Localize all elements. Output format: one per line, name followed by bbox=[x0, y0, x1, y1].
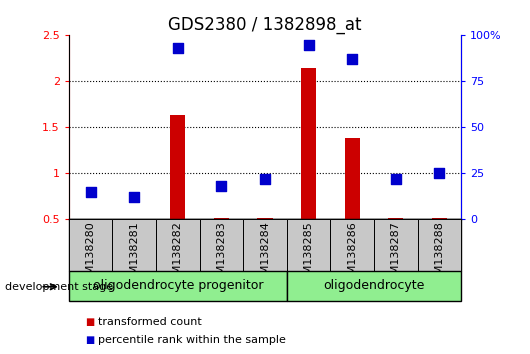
Text: GSM138288: GSM138288 bbox=[434, 221, 444, 289]
FancyBboxPatch shape bbox=[112, 219, 156, 271]
Point bbox=[174, 45, 182, 51]
Point bbox=[392, 176, 400, 182]
FancyBboxPatch shape bbox=[243, 219, 287, 271]
Text: development stage: development stage bbox=[5, 282, 113, 292]
Bar bbox=[258, 218, 272, 266]
Point bbox=[86, 189, 95, 195]
Bar bbox=[301, 68, 316, 266]
Point bbox=[435, 171, 444, 176]
Text: ■: ■ bbox=[85, 317, 94, 327]
FancyBboxPatch shape bbox=[200, 219, 243, 271]
Text: GSM138283: GSM138283 bbox=[216, 221, 226, 289]
Point bbox=[348, 57, 356, 62]
Text: transformed count: transformed count bbox=[98, 317, 202, 327]
FancyBboxPatch shape bbox=[374, 219, 418, 271]
Text: oligodendrocyte progenitor: oligodendrocyte progenitor bbox=[93, 279, 263, 292]
Bar bbox=[432, 218, 447, 266]
FancyBboxPatch shape bbox=[330, 219, 374, 271]
Text: GSM138285: GSM138285 bbox=[304, 221, 314, 289]
Text: GSM138280: GSM138280 bbox=[86, 221, 96, 289]
Point bbox=[261, 176, 269, 182]
Text: GSM138284: GSM138284 bbox=[260, 221, 270, 289]
Bar bbox=[344, 138, 360, 266]
Point bbox=[130, 195, 138, 200]
Point bbox=[304, 42, 313, 47]
FancyBboxPatch shape bbox=[69, 219, 112, 271]
Text: oligodendrocyte: oligodendrocyte bbox=[323, 279, 425, 292]
FancyBboxPatch shape bbox=[69, 271, 287, 301]
FancyBboxPatch shape bbox=[287, 271, 461, 301]
FancyBboxPatch shape bbox=[287, 219, 330, 271]
Text: GSM138286: GSM138286 bbox=[347, 221, 357, 289]
Bar bbox=[83, 219, 99, 266]
Text: percentile rank within the sample: percentile rank within the sample bbox=[98, 335, 286, 345]
Text: GSM138282: GSM138282 bbox=[173, 221, 183, 289]
Title: GDS2380 / 1382898_at: GDS2380 / 1382898_at bbox=[168, 16, 362, 34]
Bar bbox=[170, 115, 185, 266]
FancyBboxPatch shape bbox=[418, 219, 461, 271]
Text: GSM138287: GSM138287 bbox=[391, 221, 401, 289]
FancyBboxPatch shape bbox=[69, 219, 461, 271]
Bar bbox=[214, 218, 229, 266]
Text: GSM138281: GSM138281 bbox=[129, 221, 139, 289]
Bar bbox=[388, 218, 403, 266]
Point bbox=[217, 183, 226, 189]
Text: ■: ■ bbox=[85, 335, 94, 345]
Bar bbox=[127, 218, 142, 266]
FancyBboxPatch shape bbox=[156, 219, 200, 271]
